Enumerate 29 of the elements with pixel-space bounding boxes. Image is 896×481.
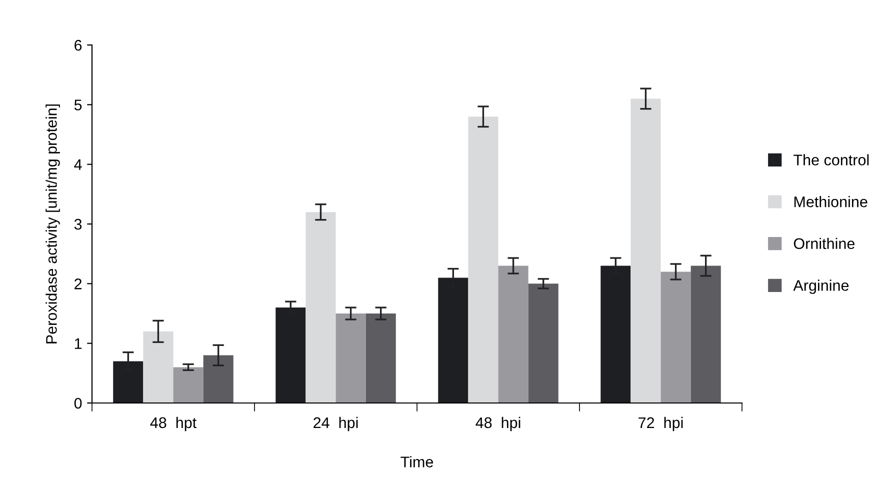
bar (468, 116, 498, 403)
bar (528, 284, 558, 403)
bar (498, 266, 528, 403)
bar (690, 266, 721, 403)
legend-label: The control (794, 154, 869, 166)
x-tick-label: 72 hpi (638, 416, 683, 432)
bar (660, 272, 691, 403)
bar (203, 355, 234, 403)
legend-label: Ornithine (794, 238, 855, 250)
bar (630, 98, 661, 403)
bar (336, 314, 366, 403)
y-tick-label: 5 (74, 100, 82, 110)
x-tick-label: 48 hpt (150, 416, 196, 432)
y-tick-label: 6 (74, 40, 82, 51)
y-tick-label: 3 (74, 218, 82, 230)
x-axis-title: Time (400, 456, 434, 468)
x-tick-label: 24 hpi (314, 416, 358, 432)
y-tick-label: 0 (74, 398, 82, 409)
bar (173, 367, 204, 403)
legend-label: Methionine (794, 196, 868, 208)
y-tick-label: 1 (74, 338, 82, 349)
bar (366, 314, 396, 403)
y-axis-title: Peroxidase activity [unit/mg protein] (46, 104, 60, 344)
bar (306, 212, 336, 403)
x-tick-label: 48 hpi (476, 416, 520, 432)
y-tick-label: 2 (74, 278, 82, 290)
legend-label: Arginine (793, 280, 849, 294)
y-tick-label: 4 (74, 159, 82, 170)
bar (143, 331, 174, 403)
